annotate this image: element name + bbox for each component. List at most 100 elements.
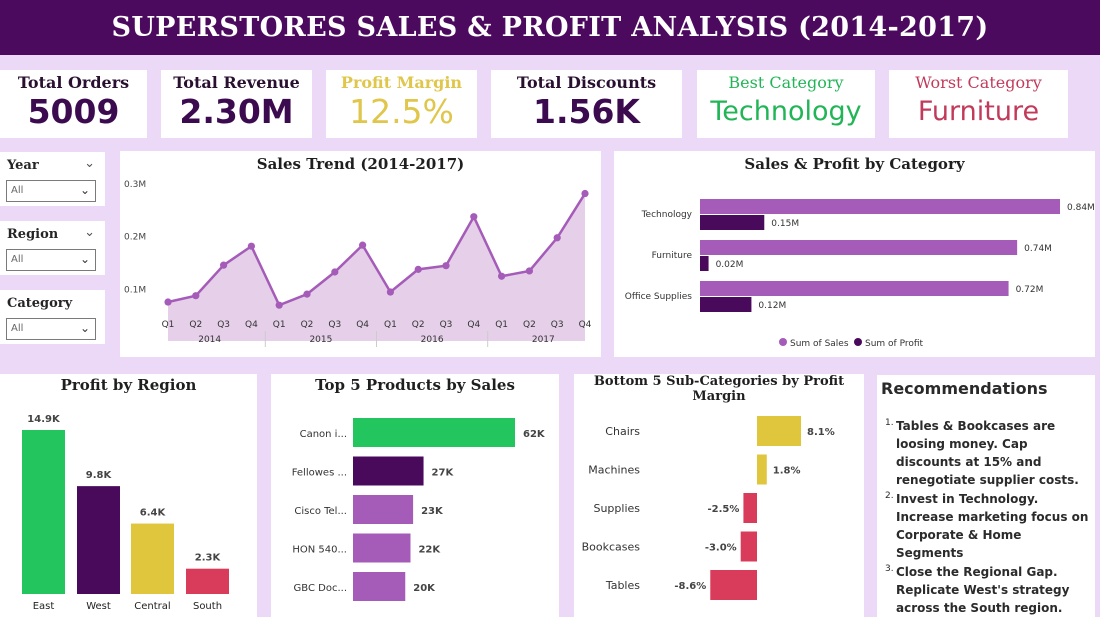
region-value-label: 2.3K: [195, 553, 222, 564]
year-label: 2014: [198, 335, 221, 345]
sales-label: 0.72M: [1016, 285, 1044, 295]
profit-label: 0.02M: [716, 260, 744, 270]
slicer-category[interactable]: Category All ⌄: [0, 290, 105, 344]
kpi-value: 12.5%: [349, 92, 454, 131]
region-value-label: 9.8K: [86, 470, 113, 481]
region-panel: Profit by Region 14.9K East 9.8K West 6.4K Ce…: [0, 374, 257, 617]
legend-marker-profit: [854, 338, 862, 346]
profit-bar: [700, 215, 765, 230]
y-tick-label: 0.1M: [124, 285, 146, 295]
product-label: Cisco Tel...: [294, 506, 347, 517]
kpi-label: Best Category: [728, 73, 844, 92]
sales-bar: [700, 199, 1060, 214]
kpi-label: Worst Category: [915, 73, 1042, 92]
region-dropdown[interactable]: All ⌄: [6, 249, 96, 271]
sales-trend-chart: 0.1M 0.2M 0.3M Q1 Q2 Q3 Q4 Q1 Q2 Q3 Q4 Q1 Q2 Q3 Q4 Q1 Q2…: [124, 180, 592, 347]
trend-point: [359, 241, 367, 249]
profit-label: 0.15M: [771, 219, 799, 229]
product-bar: [353, 572, 406, 601]
category-dropdown[interactable]: All ⌄: [6, 318, 96, 340]
sales-label: 0.84M: [1067, 203, 1095, 213]
category-label: Office Supplies: [625, 292, 693, 302]
trend-point: [164, 298, 172, 306]
top-products-panel: Top 5 Products by Sales Canon i... 62K Fel…: [271, 374, 559, 617]
kpi-total-orders: Total Orders 5009: [0, 70, 147, 138]
x-tick-label: Q2: [301, 320, 314, 330]
kpi-value: 5009: [27, 92, 120, 131]
profit-region-chart: 14.9K East 9.8K West 6.4K Central 2.3K South: [22, 414, 229, 612]
x-tick-label: Q2: [189, 320, 202, 330]
chevron-down-icon[interactable]: ⌄: [79, 321, 90, 335]
year-dropdown[interactable]: All ⌄: [6, 180, 96, 202]
product-label: Fellowes ...: [292, 468, 347, 479]
legend-marker-sales: [779, 338, 787, 346]
trend-point: [220, 261, 228, 269]
subcategory-value-label: 8.1%: [807, 427, 835, 438]
trend-line: [167, 192, 587, 307]
recommendations-title: Recommendations: [881, 379, 1048, 398]
dashboard-header: SUPERSTORES SALES & PROFIT ANALYSIS (201…: [0, 0, 1100, 55]
x-tick-label: Q1: [384, 320, 397, 330]
x-tick-label: Q1: [495, 320, 508, 330]
y-tick-label: 0.2M: [124, 233, 146, 243]
x-tick-label: Q2: [412, 320, 425, 330]
kpi-label: Total Orders: [17, 73, 130, 92]
product-value-label: 22K: [418, 545, 441, 556]
chart-title: Sales & Profit by Category: [744, 155, 965, 173]
y-tick-label: 0.3M: [124, 180, 146, 190]
chart-title: Profit by Region: [60, 376, 197, 394]
trend-point: [303, 290, 311, 298]
sales-trend-panel: Sales Trend (2014-2017) 0.1M 0.2M 0.3M Q1 Q2…: [120, 151, 601, 357]
kpi-label: Profit Margin: [340, 73, 463, 92]
chart-title: Sales Trend (2014-2017): [256, 155, 465, 173]
top-products-chart: Canon i... 62K Fellowes ... 27K Cisco Tel...…: [292, 418, 546, 601]
product-bar: [353, 418, 515, 447]
dropdown-value: All: [11, 254, 24, 265]
trend-point: [331, 268, 339, 276]
kpi-best-category: Best Category Technology: [697, 70, 875, 138]
subcategory-bar: [757, 454, 767, 485]
x-tick-label: Q3: [328, 320, 341, 330]
profit-bar: [700, 256, 709, 271]
region-bar: [22, 430, 65, 594]
chevron-down-icon[interactable]: ⌄: [79, 183, 90, 197]
chevron-down-icon[interactable]: ⌄: [84, 225, 95, 240]
subcategory-bar: [743, 493, 757, 523]
year-label: 2017: [532, 335, 555, 345]
trend-point: [414, 265, 422, 273]
dropdown-value: All: [11, 185, 24, 196]
chevron-down-icon[interactable]: ⌄: [79, 252, 90, 266]
year-label: 2016: [421, 335, 444, 345]
region-label: Central: [134, 601, 170, 612]
product-bar: [353, 533, 411, 563]
region-value-label: 14.9K: [27, 414, 61, 425]
product-value-label: 62K: [523, 429, 546, 440]
sales-bar: [700, 240, 1018, 255]
kpi-label: Total Revenue: [173, 73, 300, 92]
slicer-year[interactable]: Year ⌄ All ⌄: [0, 152, 105, 206]
subcategory-label: Machines: [588, 464, 640, 477]
kpi-value: Furniture: [917, 96, 1040, 127]
product-bar: [353, 495, 414, 524]
bottom-subcats-panel: Bottom 5 Sub-Categories by Profit Margin…: [574, 374, 864, 617]
trend-point: [247, 242, 255, 250]
subcategory-label: Supplies: [593, 502, 640, 515]
chevron-down-icon[interactable]: ⌄: [84, 156, 95, 171]
legend-label-profit: Sum of Profit: [865, 339, 924, 349]
x-tick-label: Q3: [217, 320, 230, 330]
trend-point: [442, 262, 450, 270]
recommendation-item: 2. Invest in Technology. Increase marketi…: [885, 491, 1089, 560]
chart-title: Top 5 Products by Sales: [315, 376, 515, 394]
product-value-label: 23K: [421, 506, 444, 517]
region-bar: [77, 486, 120, 594]
x-tick-label: Q2: [523, 320, 536, 330]
product-label: GBC Doc...: [294, 583, 347, 594]
kpi-value: Technology: [710, 96, 862, 127]
slicer-region[interactable]: Region ⌄ All ⌄: [0, 221, 105, 275]
trend-point: [553, 234, 561, 242]
category-panel: Sales & Profit by Category Technology 0.8…: [614, 151, 1095, 357]
region-label: East: [33, 601, 55, 612]
subcategory-label: Bookcases: [582, 541, 641, 554]
legend-label-sales: Sum of Sales: [790, 339, 849, 349]
kpi-value: 2.30M: [179, 92, 294, 131]
